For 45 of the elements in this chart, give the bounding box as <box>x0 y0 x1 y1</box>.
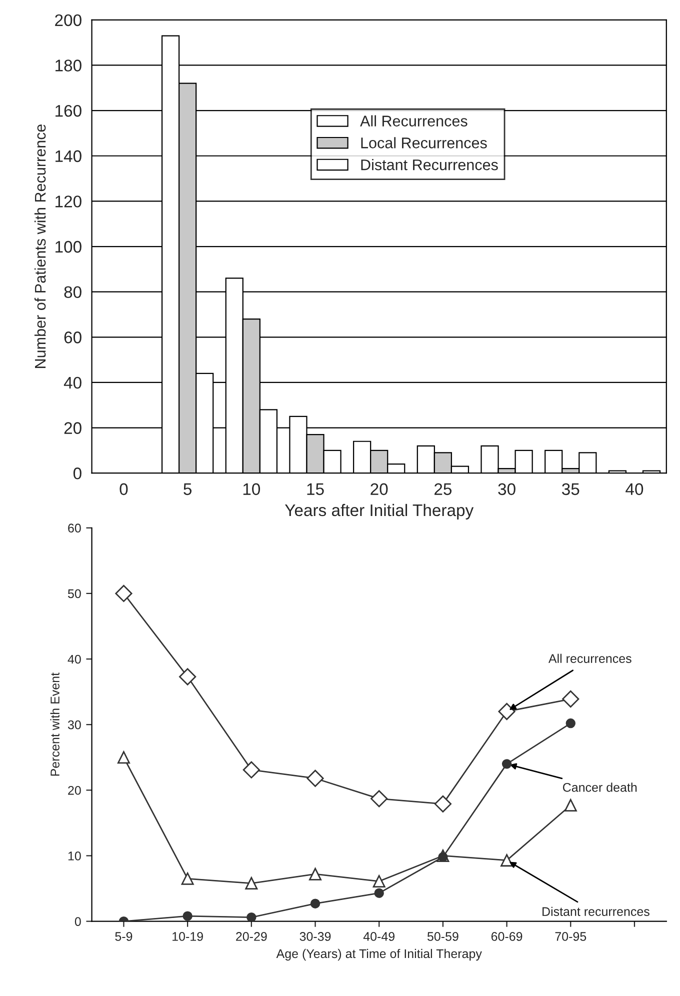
y-tick-label: 30 <box>68 720 81 730</box>
y-tick-label: 20 <box>68 786 81 795</box>
x-axis-title: Age (Years) at Time of Initial Therapy <box>276 948 482 961</box>
y-tick-label: 160 <box>56 104 82 117</box>
x-tick-label: 5 <box>184 483 192 496</box>
x-tick-label: 25 <box>434 483 452 496</box>
x-tick-label: 30 <box>498 483 516 496</box>
y-tick-label: 100 <box>56 240 82 253</box>
x-tick-label: 10 <box>243 483 260 496</box>
text: Distant recurrences <box>542 906 650 916</box>
y-axis-title: Percent with Event <box>50 672 60 776</box>
y-tick-label: 60 <box>68 524 81 533</box>
x-tick-label: 5-9 <box>115 932 132 941</box>
x-tick-label: 20-29 <box>236 932 267 941</box>
x-tick-label: 40 <box>626 483 644 496</box>
y-tick-label: 200 <box>55 14 82 26</box>
y-tick-label: 120 <box>56 196 82 208</box>
y-axis-title: Number of Patients with Recurrence <box>34 124 46 368</box>
y-tick-label: 0 <box>74 917 81 926</box>
x-tick-label: 10-19 <box>172 932 203 941</box>
y-tick-label: 40 <box>64 376 82 389</box>
legend-label: Distant Recurrences <box>361 159 498 170</box>
x-tick-label: 50-59 <box>427 932 458 941</box>
text: All recurrences <box>548 654 632 663</box>
text: Cancer death <box>562 782 637 792</box>
x-tick-label: 0 <box>120 483 128 496</box>
y-tick-label: 40 <box>68 654 81 664</box>
x-tick-label: 15 <box>307 483 324 496</box>
y-tick-label: 50 <box>68 589 81 598</box>
legend-label: All Recurrences <box>360 115 468 126</box>
legend-label: Local Recurrences <box>361 137 487 148</box>
y-tick-label: 10 <box>68 852 81 860</box>
x-tick-label: 20 <box>370 483 388 496</box>
x-tick-label: 40-49 <box>363 932 394 941</box>
y-tick-label: 20 <box>64 422 82 434</box>
y-tick-label: 80 <box>64 286 82 298</box>
y-tick-label: 60 <box>64 332 82 344</box>
y-tick-label: 180 <box>56 60 82 72</box>
x-tick-label: 30-39 <box>300 932 331 941</box>
y-tick-label: 140 <box>56 150 82 162</box>
x-tick-label: 70-95 <box>555 932 586 941</box>
x-tick-label: 60-69 <box>491 932 522 941</box>
x-axis-title: Years after Initial Therapy <box>284 504 474 520</box>
x-tick-label: 35 <box>562 483 580 496</box>
y-tick-label: 0 <box>73 468 82 480</box>
